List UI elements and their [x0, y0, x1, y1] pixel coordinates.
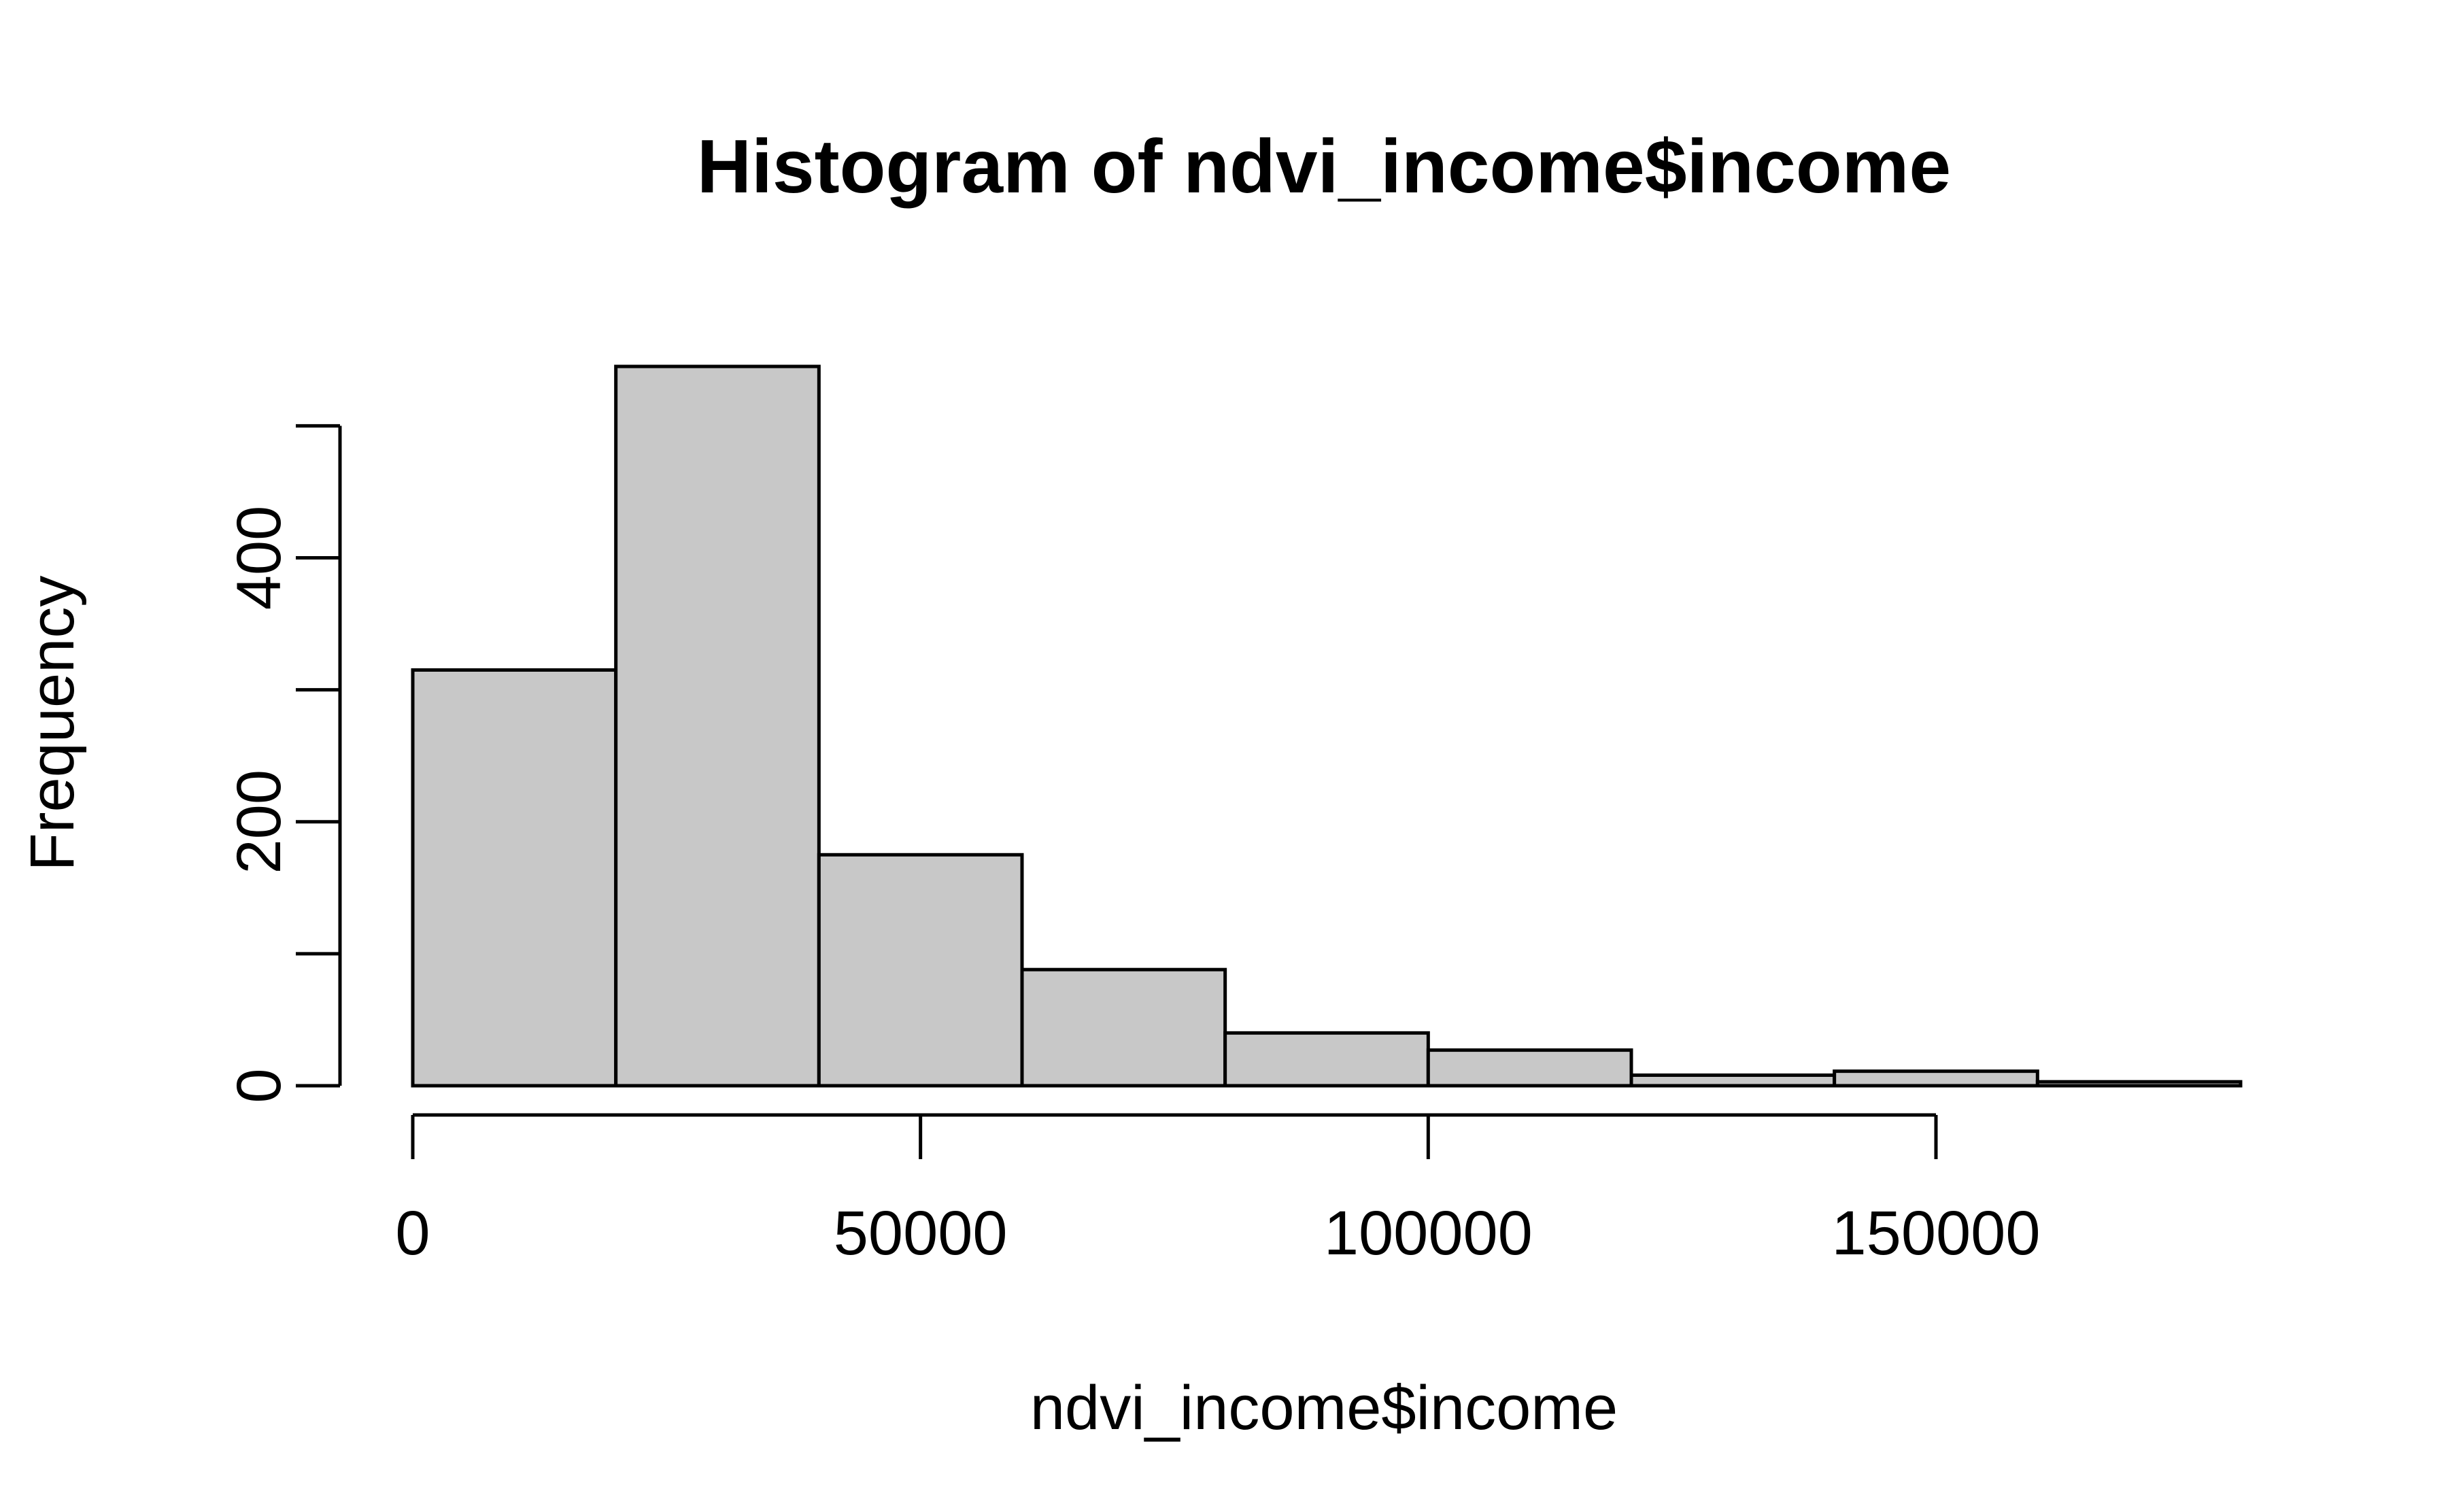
- x-axis: 0 50000 100000 150000: [395, 1113, 2041, 1268]
- histogram-bar-7: [1629, 1073, 1837, 1088]
- histogram-bar-6: [1426, 1048, 1633, 1088]
- histogram-bar-8: [1833, 1069, 2039, 1088]
- histogram-bar-4: [1020, 967, 1227, 1088]
- histogram-bar-5: [1223, 1031, 1430, 1088]
- bars-group: [411, 364, 2243, 1088]
- y-tick-label: 400: [224, 506, 294, 611]
- histogram-bar-2: [614, 364, 821, 1088]
- x-tick-label: 150000: [1832, 1199, 2041, 1268]
- chart-title: Histogram of ndvi_income$income: [697, 124, 1951, 209]
- histogram-bar-3: [817, 853, 1024, 1088]
- x-axis-label: ndvi_income$income: [1030, 1373, 1618, 1443]
- histogram-bar-1: [411, 668, 618, 1088]
- y-tick-label: 0: [224, 1068, 294, 1103]
- y-axis-label: Frequency: [18, 576, 87, 872]
- x-tick-label: 100000: [1324, 1199, 1533, 1268]
- x-tick-label: 0: [395, 1199, 430, 1268]
- x-tick-label: 50000: [834, 1199, 1008, 1268]
- y-tick-label: 200: [224, 770, 294, 874]
- y-axis: 0 200 400: [224, 424, 342, 1103]
- histogram-bar-9: [2035, 1080, 2243, 1088]
